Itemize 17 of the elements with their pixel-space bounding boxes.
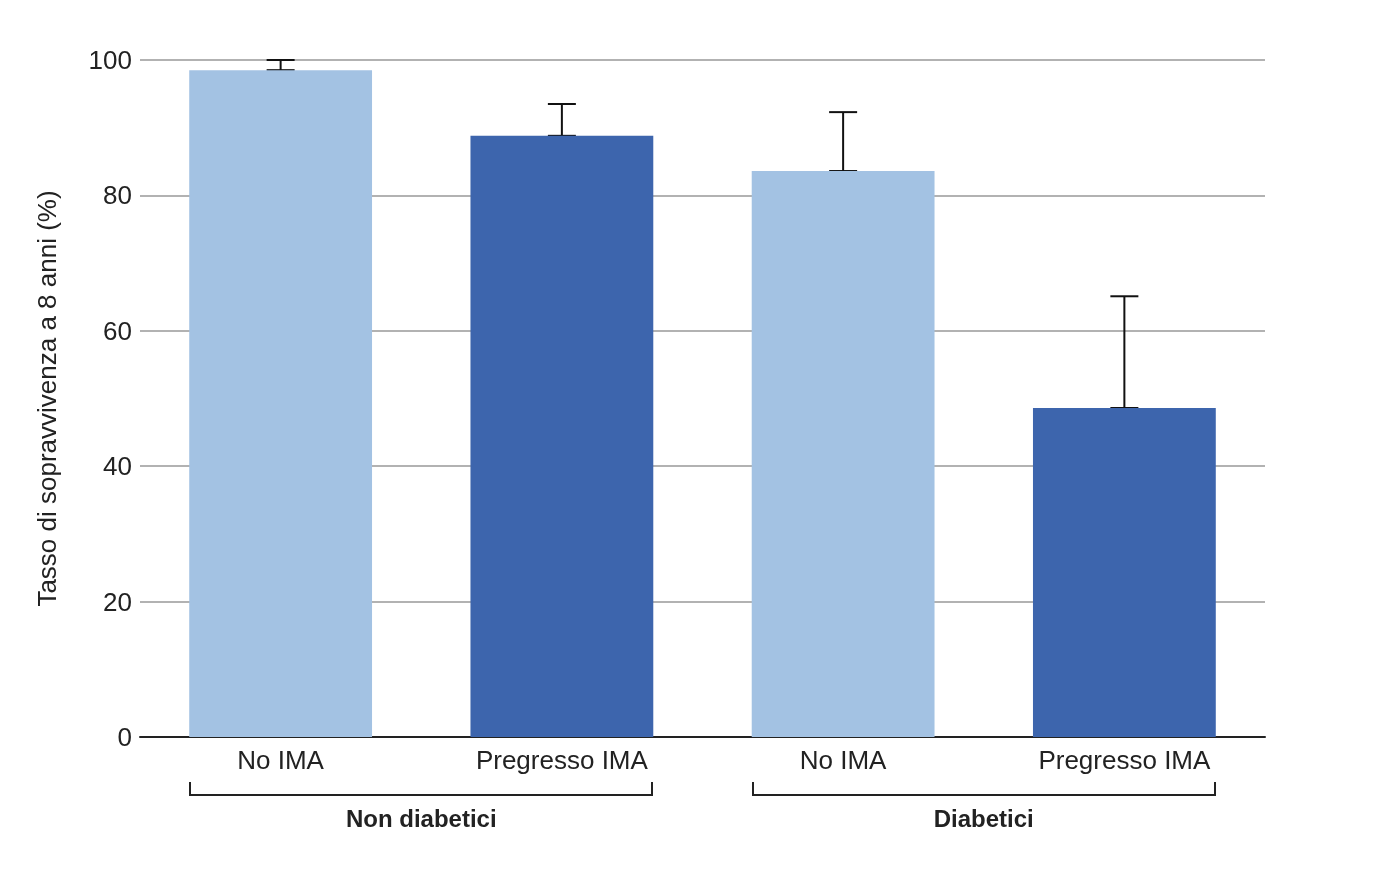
y-tick-label: 0	[117, 722, 132, 752]
text: Non diabetici	[345, 805, 497, 833]
y-axis-title: Tasso di sopravvivenza a 8 anni (%)	[32, 190, 62, 607]
bar	[470, 135, 654, 737]
x-tick-label: No IMA	[799, 745, 888, 775]
bar	[1032, 407, 1216, 737]
y-tick-label: 40	[103, 451, 132, 482]
x-tick-label: No IMA	[237, 745, 325, 775]
y-tick-label: 60	[103, 315, 132, 346]
x-tick-label: Pregresso IMA	[475, 745, 649, 775]
x-tick-label: Pregresso IMA	[1038, 745, 1211, 775]
y-tick-label: 80	[103, 180, 132, 211]
y-tick-label: 20	[103, 586, 132, 617]
y-tick-label: 100	[88, 45, 132, 75]
text: Diabetici	[933, 805, 1034, 833]
bar	[751, 171, 935, 737]
bar	[189, 70, 373, 737]
